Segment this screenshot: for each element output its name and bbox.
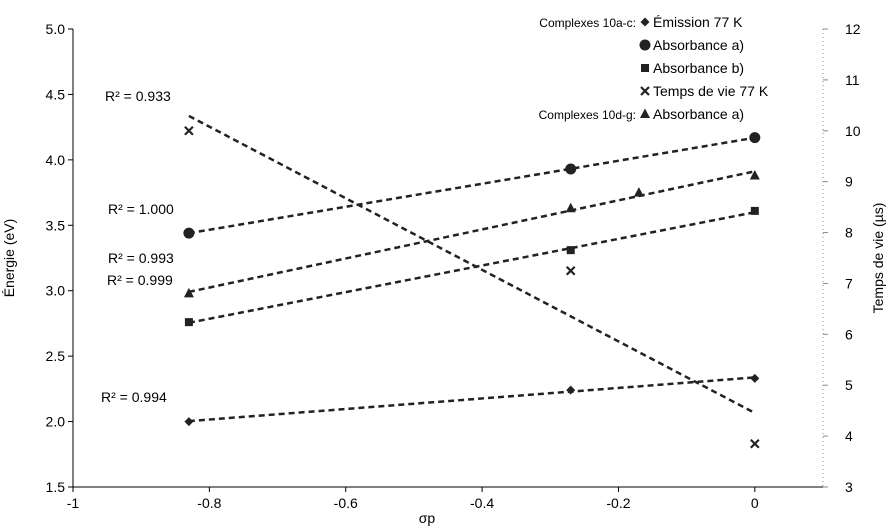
y2-axis-title: Temps de vie (µs): [870, 203, 886, 314]
y-tick-label: 5.0: [46, 21, 66, 37]
r2-label: R² = 0.994: [101, 389, 167, 405]
x-tick-label: -0.8: [197, 495, 221, 511]
data-point: [565, 202, 576, 213]
y2-tick-label: 4: [845, 428, 853, 444]
y2-tick-label: 5: [845, 377, 853, 393]
y-axis-title: Énergie (eV): [1, 219, 17, 298]
data-point: [641, 64, 649, 72]
y2-tick-label: 12: [845, 21, 861, 37]
data-point: [184, 417, 194, 427]
y-tick-label: 4.5: [46, 86, 66, 102]
y-tick-label: 1.5: [46, 479, 66, 495]
legend-entry-label: Absorbance a): [653, 37, 744, 53]
data-point: [184, 318, 193, 327]
y2-tick-label: 7: [845, 275, 853, 291]
data-point: [566, 385, 576, 395]
y-tick-label: 3.0: [46, 283, 66, 299]
chart-legend: Complexes 10a-c: Émission 77 K Absorbance …: [539, 14, 769, 122]
trendline: [188, 136, 756, 235]
data-point: [749, 132, 761, 144]
data-point: [183, 227, 195, 239]
x-tick-label: -1: [67, 495, 80, 511]
chart-data-points: [183, 126, 761, 449]
chart-r2-labels: R² = 0.994 R² = 1.000 R² = 0.999 R² = 0.933…: [101, 88, 174, 405]
r2-label: R² = 0.999: [107, 272, 173, 288]
data-point: [749, 170, 760, 180]
r2-label: R² = 0.993: [108, 250, 174, 266]
y-tick-label: 2.0: [46, 414, 66, 430]
data-point: [565, 265, 576, 276]
y2-tick-label: 3: [845, 479, 853, 495]
data-point: [639, 39, 651, 51]
y2-tick-label: 8: [845, 225, 853, 241]
x-axis-title: σp: [419, 510, 436, 526]
y2-tick-label: 9: [845, 174, 853, 190]
x-tick-label: -0.2: [606, 495, 630, 511]
data-point: [633, 187, 644, 197]
y2-tick-label: 11: [845, 72, 860, 88]
data-point: [750, 206, 759, 215]
x-tick-label: 0: [751, 495, 759, 511]
r2-label: R² = 0.933: [105, 88, 171, 104]
data-point: [565, 163, 577, 175]
legend-group-label: Complexes 10a-c:: [539, 16, 636, 30]
data-point: [566, 246, 575, 255]
trendline: [188, 210, 756, 324]
x-tick-label: -0.4: [470, 495, 494, 511]
trendline: [188, 376, 755, 423]
y-tick-label: 3.5: [46, 217, 66, 233]
y-tick-label: 4.0: [46, 152, 66, 168]
x-tick-label: -0.6: [334, 495, 358, 511]
legend-group-label: Complexes 10d-g:: [539, 108, 636, 122]
chart-trendlines: [188, 114, 756, 423]
chart-tick-labels: 1.5 2.0 2.5 3.0 3.5 4.0 4.5 5.0 3 4 5 6 7 8 9 10 11 12 -1 -…: [46, 21, 861, 511]
r2-label: R² = 1.000: [108, 201, 174, 217]
data-point: [640, 86, 650, 96]
legend-entry-label: Absorbance a): [653, 106, 744, 122]
legend-entry-label: Absorbance b): [653, 60, 744, 76]
data-point: [750, 373, 760, 383]
legend-entry-label: Temps de vie 77 K: [653, 83, 769, 99]
y2-tick-label: 10: [845, 123, 861, 139]
data-point: [640, 108, 650, 118]
data-point: [640, 17, 650, 27]
legend-entry-label: Émission 77 K: [653, 14, 743, 30]
data-point: [750, 438, 760, 449]
y-tick-label: 2.5: [46, 348, 66, 364]
y2-tick-label: 6: [845, 326, 853, 342]
trendline: [188, 114, 756, 415]
chart-axes: [68, 28, 828, 492]
data-point: [183, 287, 194, 298]
data-point: [184, 126, 194, 136]
trendline: [188, 170, 756, 294]
